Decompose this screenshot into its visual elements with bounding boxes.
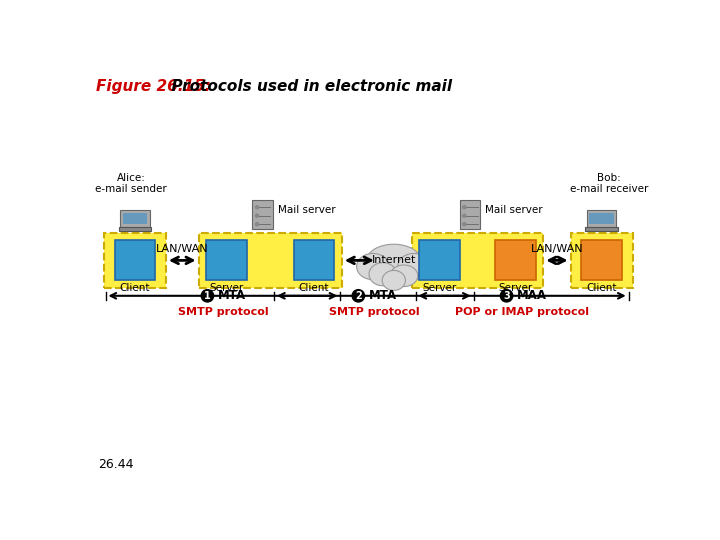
Bar	[419, 240, 459, 280]
Bar	[495, 240, 536, 280]
Ellipse shape	[397, 253, 431, 280]
Bar	[122, 213, 148, 224]
Circle shape	[463, 214, 466, 217]
Text: Server: Server	[210, 283, 243, 293]
Text: Mail server: Mail server	[278, 205, 336, 214]
Bar	[581, 240, 621, 280]
Ellipse shape	[382, 271, 405, 291]
Ellipse shape	[366, 244, 422, 280]
Text: 1: 1	[204, 291, 211, 301]
Text: SMTP protocol: SMTP protocol	[178, 307, 269, 318]
Ellipse shape	[390, 265, 418, 287]
Bar	[199, 233, 342, 288]
Text: Protocols used in electronic mail: Protocols used in electronic mail	[161, 79, 452, 93]
Bar	[294, 240, 334, 280]
Text: MTA: MTA	[369, 289, 397, 302]
Text: Client: Client	[299, 283, 329, 293]
Text: SMTP protocol: SMTP protocol	[328, 307, 419, 318]
Text: LAN/WAN: LAN/WAN	[531, 244, 583, 254]
Text: 26.44: 26.44	[98, 458, 133, 471]
Circle shape	[256, 222, 258, 226]
Text: Client: Client	[120, 283, 150, 293]
Circle shape	[256, 214, 258, 217]
Ellipse shape	[369, 262, 397, 286]
Text: POP or IMAP protocol: POP or IMAP protocol	[455, 307, 589, 318]
Bar	[206, 240, 246, 280]
Circle shape	[352, 289, 364, 302]
Ellipse shape	[356, 253, 389, 280]
Text: LAN/WAN: LAN/WAN	[156, 244, 209, 254]
Circle shape	[463, 206, 466, 209]
Text: Alice:
e-mail sender: Alice: e-mail sender	[95, 173, 167, 194]
Text: Mail server: Mail server	[485, 205, 543, 214]
Bar	[459, 200, 480, 229]
Circle shape	[201, 289, 214, 302]
Text: MAA: MAA	[517, 289, 546, 302]
Text: Client: Client	[586, 283, 617, 293]
Bar	[114, 240, 155, 280]
Bar	[570, 233, 632, 288]
Bar	[119, 226, 151, 231]
Bar	[589, 213, 614, 224]
Text: 3: 3	[503, 291, 510, 301]
Text: Server: Server	[498, 283, 533, 293]
Bar	[412, 233, 544, 288]
Circle shape	[256, 206, 258, 209]
Text: MTA: MTA	[217, 289, 246, 302]
Text: 2: 2	[355, 291, 361, 301]
Text: Internet: Internet	[372, 255, 416, 265]
Bar	[104, 233, 166, 288]
Circle shape	[463, 222, 466, 226]
Bar	[587, 211, 616, 226]
Circle shape	[500, 289, 513, 302]
Text: Bob:
e-mail receiver: Bob: e-mail receiver	[570, 173, 649, 194]
Text: Server: Server	[423, 283, 456, 293]
Text: Figure 26.15:: Figure 26.15:	[96, 79, 211, 93]
Bar	[253, 200, 272, 229]
Bar	[120, 211, 150, 226]
Bar	[585, 226, 618, 231]
